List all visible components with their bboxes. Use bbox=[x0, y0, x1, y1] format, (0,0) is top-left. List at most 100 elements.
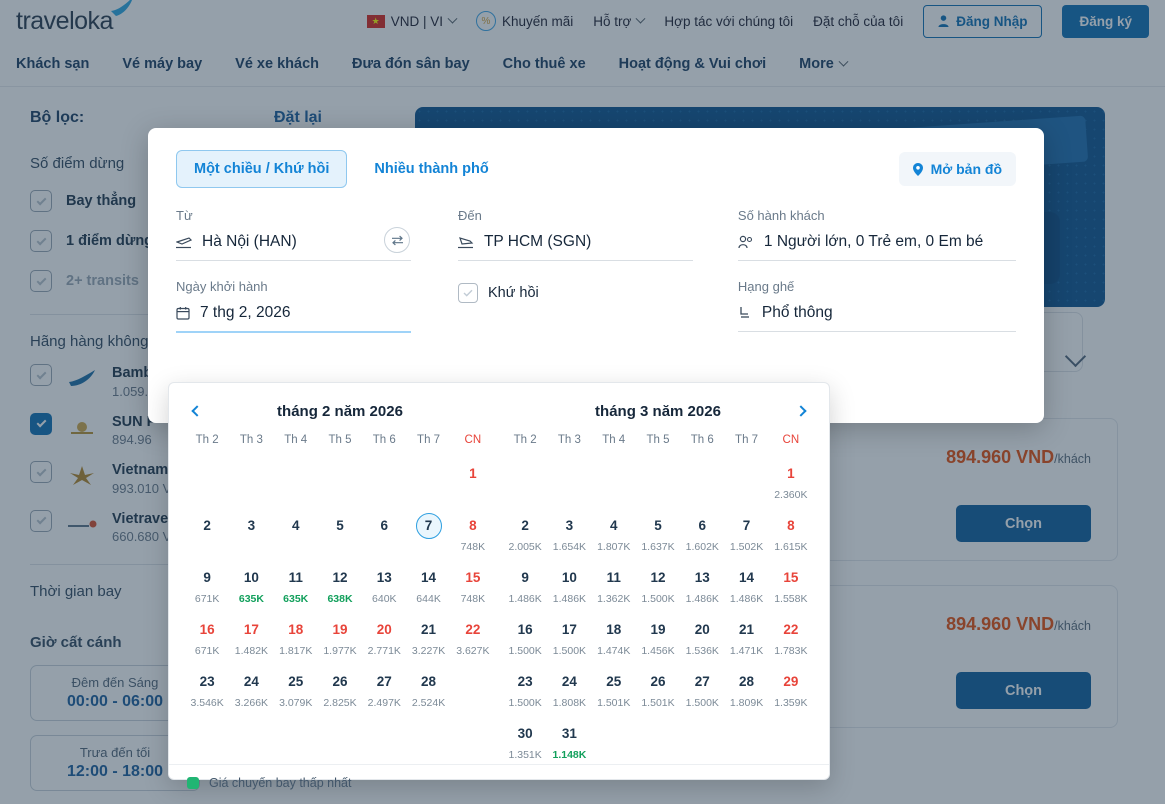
day-cell[interactable]: 23 3.546K bbox=[185, 664, 229, 712]
departure-date-value-row[interactable]: 7 thg 2, 2026 bbox=[176, 294, 411, 333]
day-cell[interactable]: 9 1.486K bbox=[503, 560, 547, 608]
checkbox-icon[interactable] bbox=[30, 230, 52, 252]
day-cell[interactable]: 18 1.817K bbox=[274, 612, 318, 660]
currency-language-selector[interactable]: ★ VND | VI bbox=[366, 13, 458, 29]
next-month-button[interactable] bbox=[789, 399, 813, 423]
day-cell[interactable]: 1 bbox=[451, 456, 495, 504]
day-cell[interactable]: 24 3.266K bbox=[229, 664, 273, 712]
day-cell[interactable]: 10 1.486K bbox=[547, 560, 591, 608]
day-cell[interactable]: 21 1.471K bbox=[724, 612, 768, 660]
day-cell[interactable]: 24 1.808K bbox=[547, 664, 591, 712]
day-cell[interactable]: 31 1.148K bbox=[547, 716, 591, 764]
day-cell[interactable]: 25 1.501K bbox=[592, 664, 636, 712]
day-cell[interactable]: 7 1.502K bbox=[724, 508, 768, 556]
passengers-field[interactable]: Số hành khách 1 Người lớn, 0 Trẻ em, 0 E… bbox=[737, 208, 1017, 261]
day-cell[interactable]: 14 1.486K bbox=[724, 560, 768, 608]
partner-link[interactable]: Hợp tác với chúng tôi bbox=[664, 14, 793, 29]
day-cell[interactable]: 22 1.783K bbox=[769, 612, 813, 660]
day-cell[interactable]: 25 3.079K bbox=[274, 664, 318, 712]
day-cell[interactable]: 30 1.351K bbox=[503, 716, 547, 764]
filter-option-direct[interactable]: Bay thẳng bbox=[30, 190, 340, 212]
departure-date-field[interactable]: Ngày khởi hành 7 thg 2, 2026 bbox=[176, 279, 411, 333]
nav-item-activities[interactable]: Hoạt động & Vui chơi bbox=[619, 56, 767, 72]
day-cell[interactable]: 11 1.362K bbox=[592, 560, 636, 608]
day-cell[interactable]: 8 1.615K bbox=[769, 508, 813, 556]
day-cell[interactable]: 13 640K bbox=[362, 560, 406, 608]
checkbox-icon[interactable] bbox=[457, 283, 478, 303]
roundtrip-toggle[interactable]: Khứ hồi bbox=[457, 279, 693, 333]
open-map-button[interactable]: Mở bản đồ bbox=[898, 152, 1016, 186]
tab-oneway-roundtrip[interactable]: Một chiều / Khứ hồi bbox=[176, 150, 348, 188]
day-cell[interactable]: 3 1.654K bbox=[547, 508, 591, 556]
nav-item-flights[interactable]: Vé máy bay bbox=[122, 56, 202, 72]
reset-filters-button[interactable]: Đặt lại bbox=[273, 109, 322, 126]
day-cell[interactable]: 4 1.807K bbox=[592, 508, 636, 556]
day-cell[interactable]: 5 bbox=[318, 508, 362, 556]
day-cell[interactable]: 19 1.456K bbox=[636, 612, 680, 660]
checkbox-icon[interactable] bbox=[30, 364, 52, 386]
login-button[interactable]: Đăng Nhập bbox=[923, 4, 1043, 38]
day-cell[interactable]: 21 3.227K bbox=[406, 612, 450, 660]
nav-item-car-rental[interactable]: Cho thuê xe bbox=[503, 56, 586, 72]
day-cell[interactable]: 2 bbox=[185, 508, 229, 556]
day-cell[interactable]: 20 2.771K bbox=[362, 612, 406, 660]
destination-value-row[interactable]: TP HCM (SGN) bbox=[457, 223, 693, 261]
day-cell[interactable]: 23 1.500K bbox=[503, 664, 547, 712]
checkbox-icon[interactable] bbox=[30, 190, 52, 212]
origin-field[interactable]: Từ Hà Nội (HAN) bbox=[176, 208, 411, 261]
day-cell[interactable]: 14 644K bbox=[406, 560, 450, 608]
day-cell[interactable]: 19 1.977K bbox=[318, 612, 362, 660]
cabin-class-value-row[interactable]: Phổ thông bbox=[737, 294, 1017, 332]
day-cell[interactable]: 3 bbox=[229, 508, 273, 556]
day-cell[interactable]: 17 1.500K bbox=[547, 612, 591, 660]
my-booking-link[interactable]: Đặt chỗ của tôi bbox=[813, 14, 903, 29]
select-flight-button[interactable]: Chọn bbox=[956, 672, 1091, 709]
day-cell[interactable]: 7 bbox=[406, 508, 450, 556]
day-cell[interactable]: 12 638K bbox=[318, 560, 362, 608]
checkbox-icon[interactable] bbox=[30, 509, 52, 532]
day-cell[interactable]: 13 1.486K bbox=[680, 560, 724, 608]
day-cell[interactable]: 22 3.627K bbox=[451, 612, 495, 660]
day-cell[interactable]: 11 635K bbox=[274, 560, 318, 608]
day-cell[interactable]: 15 1.558K bbox=[769, 560, 813, 608]
tab-multicity[interactable]: Nhiều thành phố bbox=[357, 151, 505, 187]
day-cell[interactable]: 9 671K bbox=[185, 560, 229, 608]
day-cell[interactable]: 18 1.474K bbox=[592, 612, 636, 660]
promotions-link[interactable]: % Khuyến mãi bbox=[475, 11, 573, 31]
support-menu[interactable]: Hỗ trợ bbox=[593, 13, 646, 29]
day-cell[interactable]: 27 2.497K bbox=[362, 664, 406, 712]
day-cell[interactable]: 12 1.500K bbox=[636, 560, 680, 608]
register-button[interactable]: Đăng ký bbox=[1062, 4, 1149, 38]
day-cell[interactable]: 20 1.536K bbox=[680, 612, 724, 660]
day-cell[interactable]: 27 1.500K bbox=[680, 664, 724, 712]
day-cell[interactable]: 5 1.637K bbox=[636, 508, 680, 556]
checkbox-icon[interactable] bbox=[30, 412, 52, 435]
departure-slot-night-morning[interactable]: Đêm đến Sáng 00:00 - 06:00 bbox=[30, 665, 200, 722]
swap-origin-destination-button[interactable] bbox=[384, 227, 410, 253]
day-cell[interactable]: 29 1.359K bbox=[769, 664, 813, 712]
passengers-value-row[interactable]: 1 Người lớn, 0 Trẻ em, 0 Em bé bbox=[737, 223, 1017, 261]
day-cell[interactable]: 28 2.524K bbox=[406, 664, 450, 712]
day-cell[interactable]: 4 bbox=[274, 508, 318, 556]
day-cell[interactable]: 28 1.809K bbox=[724, 664, 768, 712]
day-cell[interactable]: 26 1.501K bbox=[636, 664, 680, 712]
day-cell[interactable]: 17 1.482K bbox=[229, 612, 273, 660]
nav-item-hotels[interactable]: Khách sạn bbox=[16, 56, 89, 72]
filter-option-one-stop[interactable]: 1 điểm dừng bbox=[30, 230, 340, 252]
airline-option-sun[interactable]: SUN P 894.96 bbox=[30, 412, 340, 447]
destination-field[interactable]: Đến TP HCM (SGN) bbox=[457, 208, 693, 261]
previous-month-button[interactable] bbox=[185, 399, 209, 423]
day-cell[interactable]: 6 bbox=[362, 508, 406, 556]
checkbox-icon[interactable] bbox=[30, 461, 52, 484]
cabin-class-field[interactable]: Hạng ghế Phổ thông bbox=[737, 279, 1017, 333]
nav-item-airport-transfer[interactable]: Đưa đón sân bay bbox=[352, 56, 470, 72]
day-cell[interactable]: 26 2.825K bbox=[318, 664, 362, 712]
day-cell[interactable]: 15 748K bbox=[451, 560, 495, 608]
day-cell[interactable]: 2 2.005K bbox=[503, 508, 547, 556]
day-cell[interactable]: 6 1.602K bbox=[680, 508, 724, 556]
day-cell[interactable]: 16 671K bbox=[185, 612, 229, 660]
day-cell[interactable]: 1 2.360K bbox=[769, 456, 813, 504]
select-flight-button[interactable]: Chọn bbox=[956, 505, 1091, 542]
day-cell[interactable]: 16 1.500K bbox=[503, 612, 547, 660]
traveloka-logo[interactable]: traveloka bbox=[16, 0, 132, 36]
